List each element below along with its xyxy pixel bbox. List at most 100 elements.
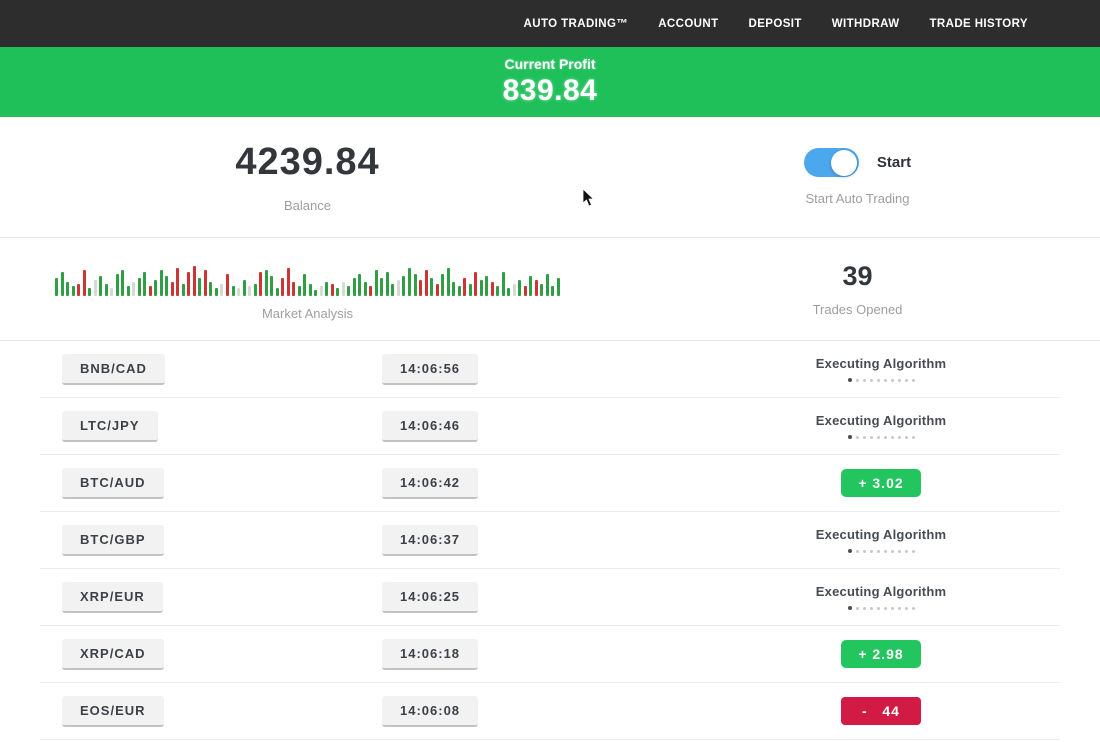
trade-row: BTC/AUD 14:06:42 + 3.02	[40, 455, 1060, 512]
loader-dot	[904, 549, 908, 553]
current-profit-banner: Current Profit 839.84	[0, 47, 1100, 117]
pair-chip: EOS/EUR	[62, 695, 164, 727]
loader-dot	[897, 549, 901, 553]
candle-bar	[297, 285, 301, 296]
candle-bar	[55, 277, 58, 296]
pair-cell: EOS/EUR	[62, 695, 382, 727]
executing-algorithm-label: Executing Algorithm	[815, 356, 947, 371]
loader-dot	[869, 606, 873, 610]
candle-bar	[419, 279, 423, 296]
status-cell: Executing Algorithm	[702, 527, 1060, 553]
candle-bar	[270, 275, 274, 296]
pair-chip: BNB/CAD	[62, 353, 165, 385]
candle-bar	[413, 273, 417, 296]
loader-dot	[883, 549, 887, 553]
candle-bar	[325, 281, 329, 296]
candle-bar	[286, 267, 290, 296]
nav-item-auto-trading[interactable]: AUTO TRADING™	[523, 17, 629, 30]
candle-bar	[115, 273, 119, 296]
candle-bar	[60, 271, 64, 296]
candle-bar	[314, 289, 318, 296]
candle-bar	[214, 287, 218, 296]
time-chip: 14:06:46	[382, 410, 479, 442]
candle-bar	[463, 277, 467, 296]
nav-item-trade-history[interactable]: TRADE HISTORY	[929, 17, 1028, 30]
auto-trading-toggle[interactable]	[803, 148, 859, 177]
pair-cell: BTC/AUD	[62, 467, 382, 499]
balance-section: 4239.84 Balance Start Start Auto Trading	[0, 117, 1100, 237]
candle-bar	[347, 285, 351, 296]
loader-dots	[847, 378, 915, 382]
candle-bar	[187, 271, 191, 296]
time-cell: 14:06:42	[382, 467, 702, 499]
loader-dot	[876, 378, 880, 382]
candle-bar	[159, 269, 163, 296]
trades-opened-block: 39 Trades Opened	[615, 238, 1100, 340]
pair-chip: BTC/AUD	[62, 467, 164, 499]
loader-dot	[855, 378, 859, 382]
candle-bar	[121, 269, 125, 296]
pair-chip: BTC/GBP	[62, 524, 164, 556]
candle-bar	[441, 273, 445, 296]
candle-bar	[518, 279, 522, 296]
candle-bar	[137, 277, 141, 296]
candle-bar	[259, 271, 263, 296]
time-chip: 14:06:18	[382, 638, 479, 670]
profit-badge: + 2.98	[841, 640, 921, 668]
time-chip: 14:06:37	[382, 524, 479, 556]
candle-bar	[88, 287, 92, 296]
candle-bar	[457, 285, 461, 296]
top-navigation: AUTO TRADING™ ACCOUNT DEPOSIT WITHDRAW TRADE…	[0, 0, 1100, 47]
nav-item-account[interactable]: ACCOUNT	[658, 17, 719, 30]
pair-cell: BTC/GBP	[62, 524, 382, 556]
candle-bar	[209, 281, 213, 296]
loader-dot	[897, 435, 901, 439]
candle-bar	[198, 277, 202, 296]
pair-cell: BNB/CAD	[62, 353, 382, 385]
candle-bar	[248, 285, 252, 296]
balance-label: Balance	[284, 198, 331, 213]
market-analysis-block: Market Analysis	[0, 238, 615, 340]
candle-bar	[341, 281, 345, 296]
loss-badge: - 44	[841, 697, 921, 725]
trade-row: XRP/CAD 14:06:18 + 2.98	[40, 626, 1060, 683]
loader-dot	[855, 549, 859, 553]
start-auto-trading-label: Start Auto Trading	[805, 191, 910, 206]
current-profit-value: 839.84	[502, 74, 598, 107]
loader-dot	[890, 435, 894, 439]
candle-bar	[501, 271, 505, 296]
loader-dot	[876, 435, 880, 439]
candle-bar	[148, 285, 152, 296]
nav-item-withdraw[interactable]: WITHDRAW	[831, 17, 900, 30]
candle-bar	[380, 277, 384, 296]
candle-bar	[363, 281, 367, 296]
candle-bar	[468, 283, 472, 296]
loader-dot	[869, 435, 873, 439]
market-analysis-label: Market Analysis	[261, 305, 354, 321]
loader-dot	[904, 606, 908, 610]
loader-dot	[862, 378, 866, 382]
candle-bar	[104, 283, 108, 296]
candle-bar	[452, 281, 456, 296]
candle-bar	[556, 277, 560, 296]
profit-badge: + 3.02	[841, 469, 921, 497]
balance-value: 4239.84	[235, 141, 380, 183]
candle-bar	[303, 273, 307, 296]
current-profit-label: Current Profit	[504, 56, 596, 72]
trades-opened-label: Trades Opened	[812, 302, 903, 317]
trades-opened-value: 39	[842, 261, 873, 291]
time-cell: 14:06:37	[382, 524, 702, 556]
auto-trading-block: Start Start Auto Trading	[615, 117, 1100, 237]
market-section: Market Analysis 39 Trades Opened	[0, 237, 1100, 341]
candle-bar	[225, 273, 229, 296]
candle-bar	[369, 285, 373, 296]
nav-item-deposit[interactable]: DEPOSIT	[748, 17, 802, 30]
time-chip: 14:06:42	[382, 467, 479, 499]
candle-bar	[551, 285, 555, 296]
candle-bar	[292, 281, 296, 296]
status-cell: Executing Algorithm	[702, 584, 1060, 610]
loader-dot	[890, 378, 894, 382]
loader-dot	[897, 606, 901, 610]
executing-algorithm-label: Executing Algorithm	[815, 527, 947, 542]
